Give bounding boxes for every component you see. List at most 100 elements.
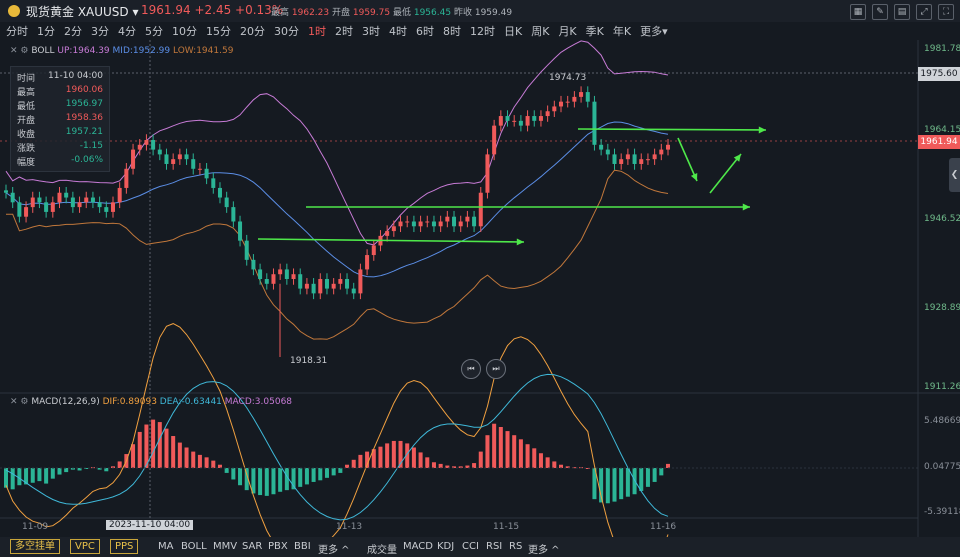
settings-icon[interactable]: ⚙	[20, 397, 29, 407]
candle-body	[458, 221, 463, 227]
timeframe-19[interactable]: 月K	[558, 25, 577, 38]
macd-bar	[492, 423, 497, 468]
macd-bar	[171, 436, 176, 468]
main-ind-boll[interactable]: BOLL	[181, 541, 207, 552]
timeframe-0[interactable]: 分时	[6, 25, 28, 38]
draw-icon[interactable]: ✎	[872, 4, 888, 20]
candle-body	[411, 221, 416, 227]
candle-body	[565, 101, 570, 103]
timeframe-20[interactable]: 季K	[585, 25, 604, 38]
timeframe-15[interactable]: 8时	[443, 25, 461, 38]
candle-body	[659, 149, 664, 155]
macd-bar	[117, 461, 122, 468]
timeframe-8[interactable]: 20分	[240, 25, 265, 38]
timeframe-2[interactable]: 2分	[64, 25, 82, 38]
pps-button[interactable]: PPS	[110, 539, 139, 554]
sub-ind-kdj[interactable]: KDJ	[437, 541, 455, 552]
close-icon[interactable]: ✕	[10, 397, 18, 407]
macd-bar	[211, 460, 216, 468]
main-ind-bbi[interactable]: BBI	[294, 541, 311, 552]
macd-bar	[37, 468, 42, 482]
candle-body	[3, 190, 9, 193]
candle-body	[37, 197, 42, 203]
close-icon[interactable]: ✕	[10, 46, 18, 56]
timeframe-22[interactable]: 更多▾	[640, 25, 668, 38]
info-row: 收盘 1957.21	[17, 127, 103, 140]
macd-bar	[572, 467, 577, 469]
candle-body	[211, 178, 216, 188]
main-ind-more[interactable]: 更多 ^	[318, 545, 350, 556]
settings-icon[interactable]: ⚙	[20, 46, 29, 56]
timeframe-18[interactable]: 周K	[531, 25, 550, 38]
timeframe-6[interactable]: 10分	[172, 25, 197, 38]
macd-bar	[184, 447, 189, 468]
expand-icon[interactable]: ⤢	[916, 4, 932, 20]
layout-icon[interactable]: ▤	[894, 4, 910, 20]
timeframe-17[interactable]: 日K	[504, 25, 523, 38]
sub-ind-macd[interactable]: MACD	[403, 541, 433, 552]
sub-ind-rsi[interactable]: RSI	[486, 541, 503, 552]
timeframe-16[interactable]: 12时	[470, 25, 495, 38]
macd-bar	[217, 464, 222, 468]
macd-bar	[545, 457, 550, 468]
timeframe-3[interactable]: 3分	[91, 25, 109, 38]
macd-bar	[3, 468, 9, 488]
timeframe-9[interactable]: 30分	[274, 25, 299, 38]
macd-bar	[345, 464, 350, 468]
candle-body	[304, 283, 309, 289]
fullscreen-icon[interactable]: ⛶	[938, 4, 954, 20]
main-ind-pbx[interactable]: PBX	[268, 541, 288, 552]
macd-dif-line	[5, 323, 669, 557]
grid-icon[interactable]: ▦	[850, 4, 866, 20]
timeframe-1[interactable]: 1分	[37, 25, 55, 38]
info-key: 收盘	[17, 130, 36, 140]
sub-ind-more[interactable]: 更多 ^	[528, 545, 560, 556]
vpc-button[interactable]: VPC	[70, 539, 100, 554]
candle-body	[24, 207, 29, 217]
macd-bar	[385, 443, 390, 468]
candle-body	[171, 159, 176, 164]
symbol-selector[interactable]: 现货黄金 XAUUSD ▾	[26, 5, 139, 19]
candle-body	[217, 187, 222, 198]
macd-bar	[57, 468, 62, 475]
timeframe-4[interactable]: 4分	[118, 25, 136, 38]
sub-ind-rs[interactable]: RS	[509, 541, 523, 552]
timeframe-14[interactable]: 6时	[416, 25, 434, 38]
macd-bar	[244, 468, 249, 491]
sub-ind-cci[interactable]: CCI	[462, 541, 479, 552]
timeframe-12[interactable]: 3时	[362, 25, 380, 38]
crosshair-time-tag: 2023-11-10 04:00	[106, 520, 194, 530]
timeframe-13[interactable]: 4时	[389, 25, 407, 38]
up-arrow	[709, 153, 742, 194]
main-ind-ma[interactable]: MA	[158, 541, 174, 552]
timeframe-10[interactable]: 1时	[308, 25, 326, 38]
main-ind-mmv[interactable]: MMV	[213, 541, 238, 552]
candle-body	[398, 221, 403, 227]
candle-body	[619, 159, 624, 164]
gold-coin-icon	[8, 5, 20, 17]
sub-ind-volume[interactable]: 成交量	[367, 545, 397, 556]
timeframe-7[interactable]: 15分	[206, 25, 231, 38]
candle-body	[264, 279, 269, 284]
collapse-sidebar-icon[interactable]: ❮	[949, 158, 960, 192]
order-book-button[interactable]: 多空挂单	[10, 539, 60, 554]
timeframe-11[interactable]: 2时	[335, 25, 353, 38]
candle-body	[665, 144, 671, 150]
candle-body	[632, 154, 637, 164]
candle-body	[244, 240, 249, 260]
low-value: 1956.45	[413, 8, 452, 18]
main-ind-sar[interactable]: SAR	[242, 541, 263, 552]
next-candle-icon[interactable]: ⏭	[486, 359, 506, 379]
prev-close-value: 1959.49	[474, 8, 513, 18]
timeframe-21[interactable]: 年K	[612, 25, 632, 38]
candle-body	[438, 221, 443, 227]
prev-candle-icon[interactable]: ⏮	[461, 359, 481, 379]
info-value: 1960.06	[65, 85, 103, 95]
macd-bar	[304, 468, 309, 485]
macd-bar	[438, 463, 443, 468]
macd-bar	[30, 468, 35, 483]
candle-body	[284, 269, 289, 280]
candle-body	[645, 159, 650, 161]
timeframe-5[interactable]: 5分	[145, 25, 163, 38]
